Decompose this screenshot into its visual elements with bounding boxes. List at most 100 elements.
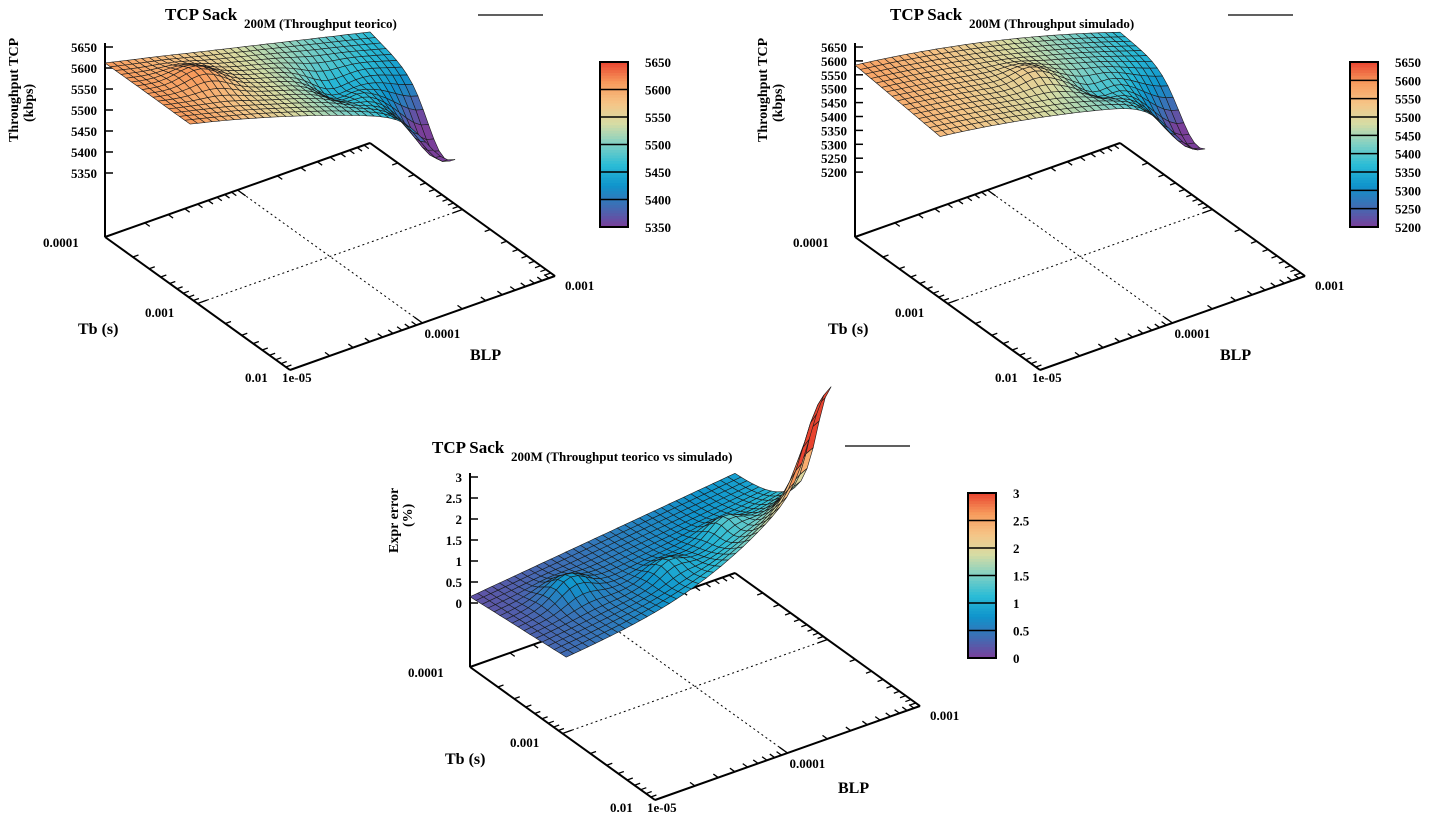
colorbar-segment (600, 177, 628, 181)
axis-tick (553, 724, 560, 728)
axis-tick (447, 202, 454, 206)
colorbar-segment (968, 583, 996, 588)
colorbar-tick-label: 5350 (645, 220, 671, 235)
axis-tick (182, 290, 190, 294)
colorbar-segment (1350, 183, 1378, 187)
colorbar-segment (600, 64, 628, 69)
axis-tick (534, 710, 541, 715)
axis-tick (197, 299, 208, 305)
colorbar-segment (1350, 150, 1378, 154)
y-axis-label: BLP (838, 780, 869, 797)
axis-tick (1025, 357, 1032, 361)
plot-title: TCP Sack (890, 5, 963, 24)
axis-tick (148, 266, 156, 270)
colorbar-segment (968, 594, 996, 599)
axis-tick (1250, 240, 1257, 244)
z-tick-label: 5300 (821, 137, 847, 152)
colorbar-segment (968, 622, 996, 626)
colorbar-segment (600, 125, 628, 129)
axis-tick (497, 290, 503, 296)
colorbar-segment (1350, 73, 1378, 77)
colorbar-segment (968, 644, 996, 648)
axis-tick (281, 363, 291, 371)
z-tick-label: 0 (456, 596, 463, 611)
colorbar-segment (600, 130, 628, 135)
axis-tick (404, 323, 411, 329)
colorbar-segment (1350, 185, 1378, 190)
colorbar-segment (600, 70, 628, 74)
z-tick-label: 5350 (821, 123, 847, 138)
axis-tick (1030, 360, 1037, 365)
z-tick-label: 5200 (821, 165, 847, 180)
axis-tick (132, 254, 139, 258)
axis-tick (1113, 144, 1120, 150)
axis-tick (1141, 162, 1149, 166)
axis-tick (484, 228, 491, 233)
colorbar-segment (600, 152, 628, 157)
y-axis-label: BLP (470, 347, 501, 364)
plot-throughput-teorico: TCP Sack 200M (Throughput teorico) Throu… (7, 5, 671, 385)
axis-tick (497, 684, 504, 688)
axis-tick (269, 352, 276, 356)
axis-tick (947, 203, 953, 209)
y-tick-label: 0.001 (565, 278, 594, 293)
colorbar-segment (968, 501, 996, 505)
colorbar-segment (968, 515, 996, 519)
axis-tick (712, 773, 719, 779)
colorbar-segment (600, 108, 628, 113)
colorbar-tick-label: 5650 (1395, 55, 1421, 70)
axis-tick (340, 152, 346, 158)
axis-tick (347, 343, 354, 349)
colorbar-segment (600, 158, 628, 162)
colorbar-tick-label: 5600 (1395, 73, 1421, 88)
colorbar-segment (1350, 144, 1378, 148)
axis-tick (752, 759, 759, 764)
axis-tick (1011, 347, 1019, 351)
axis-tick (188, 294, 195, 298)
colorbar-segment (1350, 213, 1378, 217)
axis-tick (882, 254, 889, 258)
axis-tick (845, 726, 852, 732)
axis-tick (469, 663, 480, 668)
axis-tick (252, 340, 260, 345)
colorbar-segment (1350, 128, 1378, 132)
colorbar-segment (1350, 218, 1378, 223)
axis-tick (729, 767, 736, 773)
colorbar-segment (968, 636, 996, 640)
x-axis-label: Tb (s) (78, 321, 118, 338)
plot-title-subscript: 200M (Throughput teorico vs simulado) (511, 449, 733, 464)
colorbar-segment (968, 633, 996, 637)
colorbar-segment (600, 128, 628, 132)
axis-tick (901, 706, 908, 712)
axis-tick (167, 214, 174, 219)
colorbar-segment (968, 493, 996, 497)
z-tick-label: 5400 (71, 145, 97, 160)
z-tick-label: 5600 (71, 61, 97, 76)
colorbar-segment (600, 155, 628, 159)
y-tick-label: 1e-05 (282, 370, 312, 385)
axis-tick (452, 205, 459, 210)
z-tick-label: 5450 (821, 96, 847, 111)
axis-tick (509, 286, 516, 291)
colorbar-segment (968, 630, 996, 634)
axis-tick (626, 777, 634, 781)
axis-tick (714, 579, 720, 585)
colorbar-segment (968, 619, 996, 623)
colorbar-segment (968, 561, 996, 566)
axis-tick (1146, 326, 1153, 331)
axis-tick (617, 770, 625, 775)
colorbar-segment (600, 183, 628, 187)
axis-tick (1097, 343, 1104, 349)
z-tick-label: 5500 (821, 82, 847, 97)
axis-tick (885, 712, 891, 717)
axis-tick (562, 729, 573, 735)
axis-tick (513, 696, 521, 700)
axis-tick (779, 746, 788, 754)
axis-tick (1158, 174, 1165, 178)
surface-cell (183, 119, 199, 125)
z-tick-label: 1.5 (446, 533, 463, 548)
axis-tick (1039, 366, 1050, 371)
colorbar-segment (968, 625, 996, 629)
colorbar-segment (600, 163, 628, 168)
colorbar-segment (968, 550, 996, 555)
